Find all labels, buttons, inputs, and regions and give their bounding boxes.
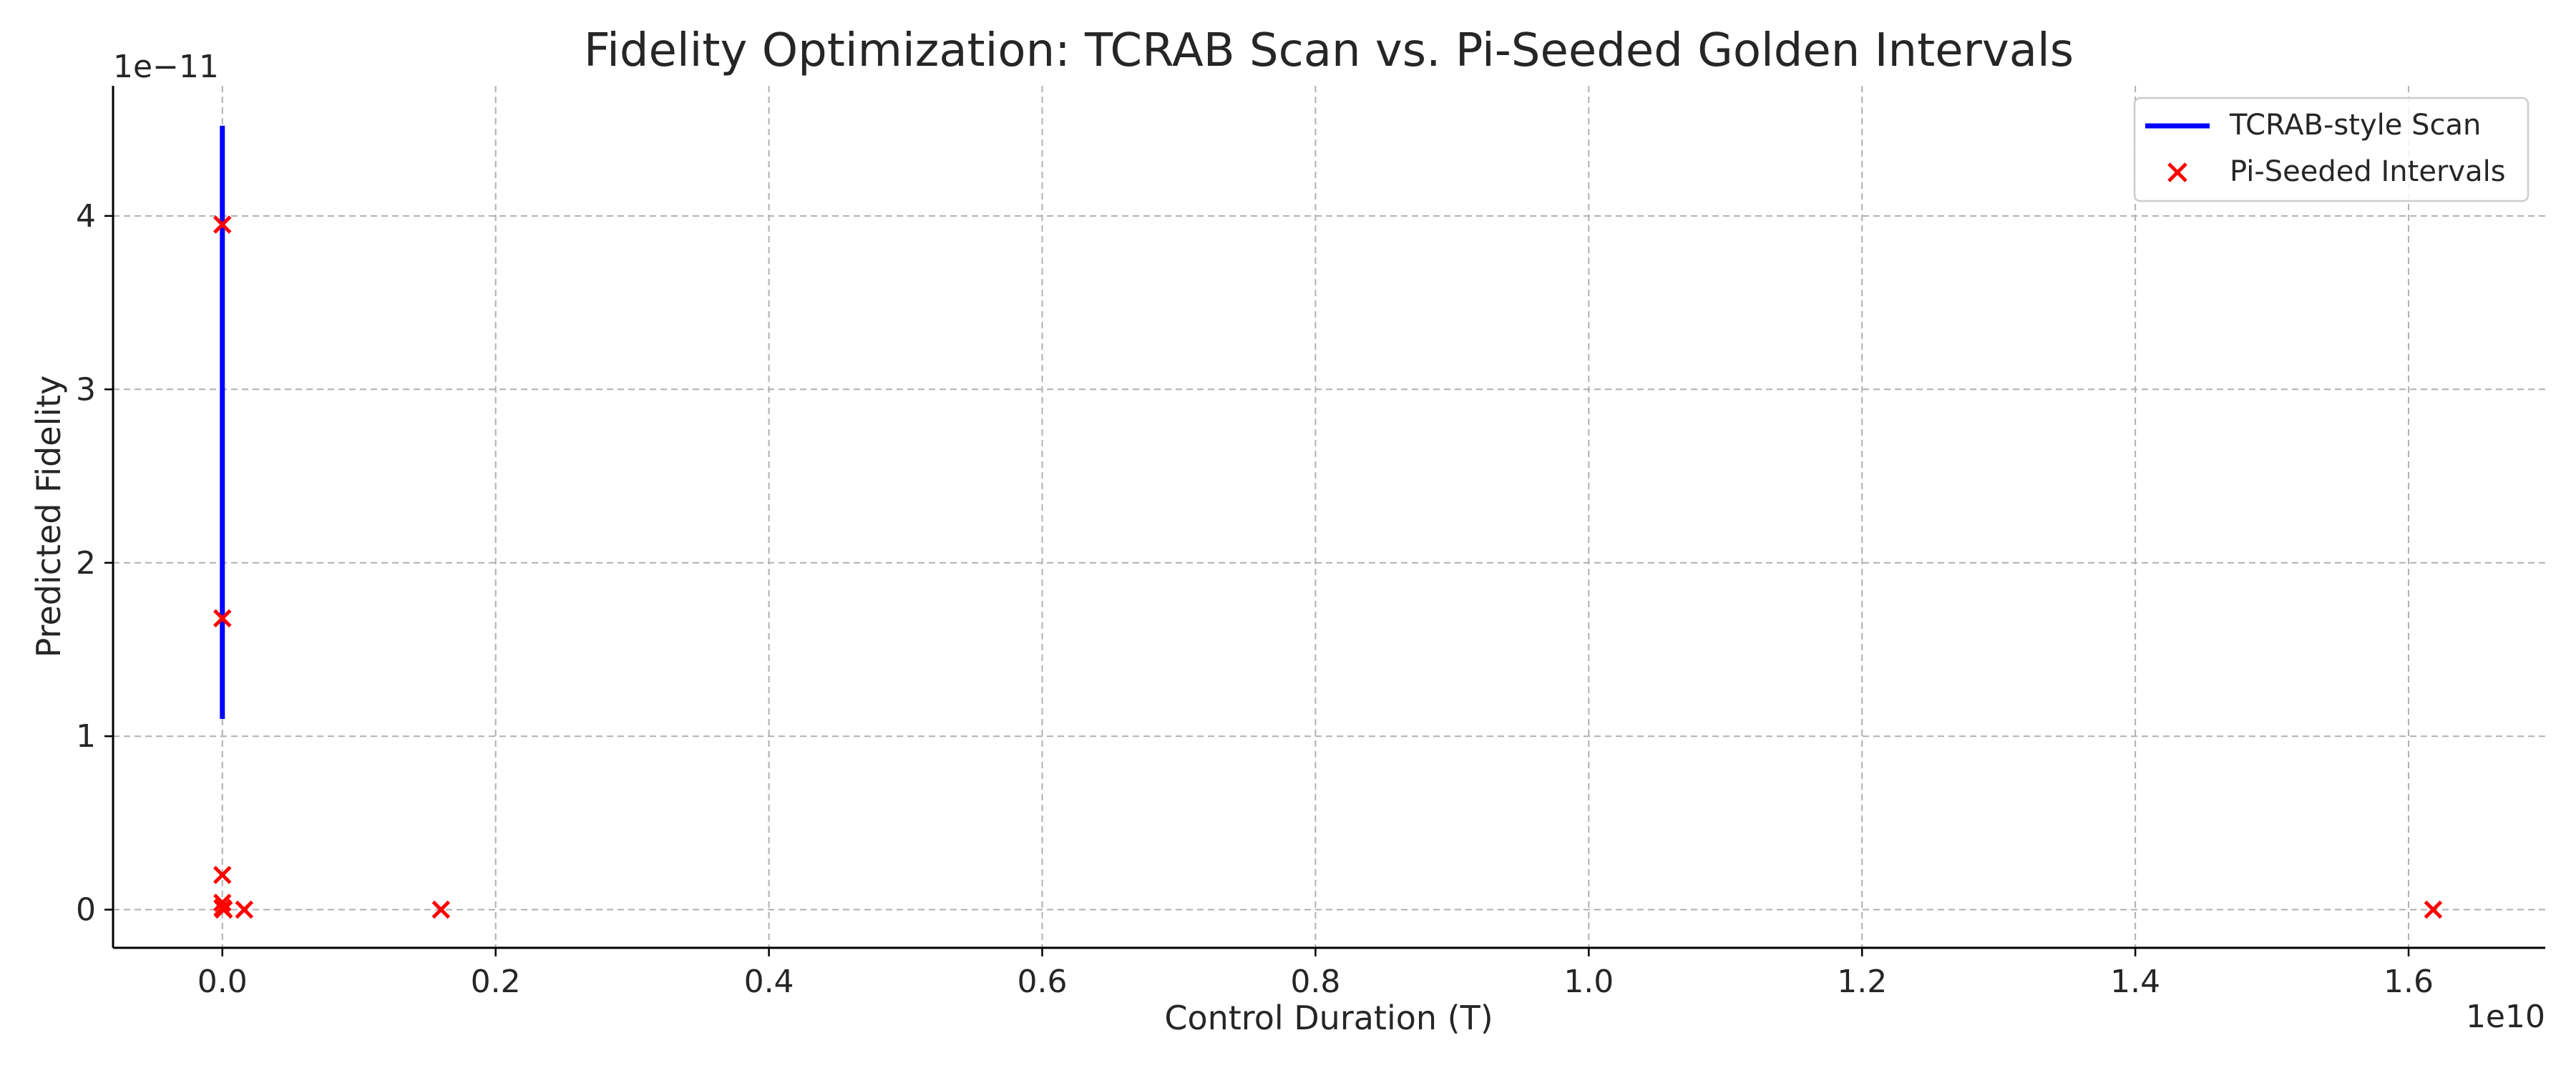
axes (112, 86, 2545, 949)
x-tick-label: 1.6 (2384, 964, 2434, 1000)
legend-x-marker-swatch (2167, 162, 2187, 182)
interval-point (214, 900, 233, 919)
x-axis-label: Control Duration (T) (1164, 999, 1493, 1037)
y-axis-label: Predicted Fidelity (29, 376, 68, 658)
x-tick-label: 1.4 (2110, 964, 2160, 1000)
x-tick-label: 0.4 (744, 964, 794, 1000)
x-tick-label: 1.2 (1837, 964, 1887, 1000)
y-tick-label: 1 (76, 718, 96, 755)
x-axis-offset-text: 1e10 (2466, 999, 2545, 1035)
x-tick-label: 0.2 (471, 964, 521, 1000)
x-tick-label: 0.8 (1290, 964, 1340, 1000)
legend-label-scan: TCRAB-style Scan (2229, 109, 2481, 142)
legend: TCRAB-style Scan Pi-Seeded Intervals (2133, 97, 2529, 202)
interval-point (213, 609, 232, 628)
x-ticks: 0.0 0.2 0.4 0.6 0.8 1.0 1.2 1.4 1.6 (197, 948, 2434, 1000)
chart-title: Fidelity Optimization: TCRAB Scan vs. Pi… (584, 24, 2074, 77)
grid-lines (113, 86, 2545, 948)
y-tick-label: 3 (76, 371, 96, 408)
interval-point (213, 215, 232, 234)
interval-point (431, 900, 451, 919)
y-tick-label: 0 (76, 892, 96, 929)
interval-point (235, 900, 254, 919)
legend-label-intervals: Pi-Seeded Intervals (2230, 155, 2506, 188)
x-tick-label: 1.0 (1563, 964, 1614, 1000)
interval-point (213, 866, 232, 884)
x-tick-label: 0.0 (197, 964, 248, 1000)
legend-frame (2133, 97, 2529, 202)
y-axis-offset-text: 1e−11 (113, 49, 219, 85)
y-tick-label: 2 (76, 545, 96, 582)
plot-area (213, 125, 2443, 919)
y-tick-label: 4 (76, 198, 96, 235)
interval-point (2424, 900, 2443, 919)
y-ticks: 0 1 2 3 4 (76, 198, 113, 929)
x-tick-label: 0.6 (1018, 964, 1068, 1000)
